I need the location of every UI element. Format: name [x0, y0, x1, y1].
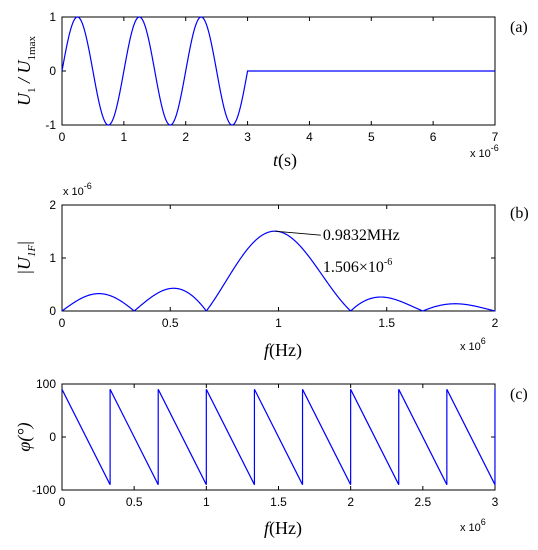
x-tick-label: 1	[203, 495, 210, 509]
x-tick-label: 0	[59, 495, 66, 509]
x-tick-label: 1	[121, 130, 128, 144]
x-tick-label: 7	[492, 130, 499, 144]
x-tick-label: 2	[347, 495, 354, 509]
y-tick-label: 0	[49, 430, 56, 444]
y-tick-label: -1	[45, 118, 56, 132]
x-tick-label: 0.5	[126, 495, 143, 509]
y-tick-label: 1	[49, 10, 56, 24]
x-tick-label: 1.5	[270, 495, 287, 509]
y-tick-label: -100	[32, 483, 56, 497]
panel-a-xlabel: t(s)	[273, 150, 297, 171]
panel-b-series-line	[61, 230, 496, 312]
x-tick-label: 1.5	[378, 316, 395, 330]
y-tick-label: 100	[36, 377, 56, 391]
panel-c-ylabel: φ(°)	[14, 422, 35, 451]
x-tick-label: 1	[275, 316, 282, 330]
panel-b: 0 0.5 1 1.5 2 0 1 2 0.9832MHz 1.506×10-6 (b) |U…	[14, 181, 529, 361]
panel-a: 0 1 2 3 4 5 6 7-101 (a) U1 / U1max t(s) x 10-6	[14, 10, 528, 171]
x-tick-label: 0	[59, 316, 66, 330]
panel-a-x-multiplier: x 10-6	[470, 143, 499, 160]
y-tick-label: 1	[49, 251, 56, 265]
panel-b-ylabel: |U1F|	[14, 241, 38, 275]
x-tick-label: 2.5	[414, 495, 431, 509]
panel-b-xlabel: f(Hz)	[264, 340, 302, 361]
panel-a-tag: (a)	[510, 19, 528, 36]
x-tick-label: 4	[306, 130, 313, 144]
x-tick-label: 6	[430, 130, 437, 144]
x-tick-label: 0	[59, 130, 66, 144]
x-tick-label: 3	[492, 495, 499, 509]
panel-b-annotation-leader	[274, 230, 321, 236]
x-tick-label: 2	[182, 130, 189, 144]
panel-b-axes-box	[61, 204, 496, 312]
panel-a-ylabel: U1 / U1max	[14, 36, 38, 106]
panel-b-x-multiplier: x 106	[460, 336, 486, 353]
panel-b-annotation-frequency: 0.9832MHz	[323, 227, 400, 244]
panel-b-ticks: 0 0.5 1 1.5 2 0 1 2	[49, 198, 498, 330]
panel-c-tag: (c)	[510, 386, 528, 403]
x-tick-label: 2	[492, 316, 499, 330]
x-tick-label: 5	[368, 130, 375, 144]
panel-b-y-multiplier: x 10-6	[63, 181, 92, 198]
panel-c-x-multiplier: x 106	[460, 517, 486, 534]
panel-b-annotation-amplitude: 1.506×10-6	[323, 257, 392, 276]
x-tick-label: 0.5	[162, 316, 179, 330]
y-tick-label: 0	[49, 304, 56, 318]
x-tick-label: 3	[244, 130, 251, 144]
panel-c-series-line	[61, 389, 496, 485]
y-tick-label: 0	[49, 64, 56, 78]
y-tick-label: 2	[49, 198, 56, 212]
panel-a-ticks: 0 1 2 3 4 5 6 7-101	[45, 10, 498, 144]
panel-c-xlabel: f(Hz)	[264, 518, 302, 539]
panel-a-series-line	[61, 16, 495, 126]
panel-b-tag: (b)	[510, 205, 529, 222]
